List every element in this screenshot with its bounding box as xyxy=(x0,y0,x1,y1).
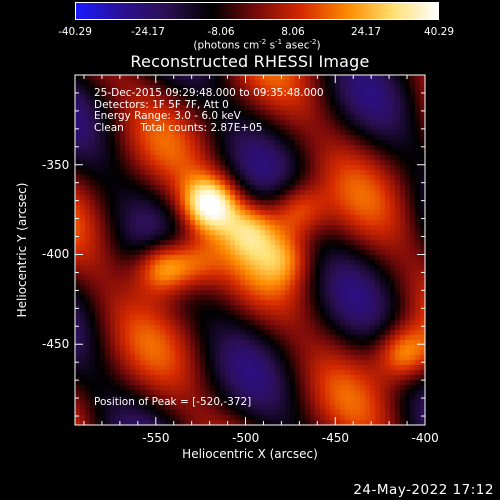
plot-frame xyxy=(74,74,426,426)
peak-position-label: Position of Peak = [-520,-372] xyxy=(94,396,252,408)
colorbar-tick-label: 8.06 xyxy=(281,26,305,38)
colorbar-tick-label: -24.17 xyxy=(131,26,165,38)
energy-range-label: Energy Range: 3.0 - 6.0 keV xyxy=(94,110,241,122)
y-axis-label: Heliocentric Y (arcsec) xyxy=(15,182,29,318)
colorbar-tick-label: 24.17 xyxy=(350,26,382,38)
x-tick-label: -500 xyxy=(232,431,260,445)
y-tick-label: -450 xyxy=(42,337,70,352)
colorbar-tick-label: -40.29 xyxy=(58,26,92,38)
colorbar-tick-label: -8.06 xyxy=(207,26,235,38)
x-tick-label: -550 xyxy=(142,431,170,445)
chart-title: Reconstructed RHESSI Image xyxy=(130,52,370,71)
x-axis-label: Heliocentric X (arcsec) xyxy=(182,447,318,461)
colorbar xyxy=(75,2,439,20)
colorbar-tick-label: 40.29 xyxy=(423,26,455,38)
y-tick-label: -350 xyxy=(42,157,70,172)
colorbar-units: (photons cm-2 s-1 asec-2) xyxy=(193,38,321,52)
heatmap-image xyxy=(75,75,425,425)
footer-date: 24-May-2022 17:12 xyxy=(353,482,494,498)
y-tick-label: -400 xyxy=(42,247,70,262)
x-tick-label: -450 xyxy=(321,431,349,445)
total-counts-label: Clean Total counts: 2.87E+05 xyxy=(94,121,263,134)
time-range-label: 25-Dec-2015 09:29:48.000 to 09:35:48.000 xyxy=(94,87,324,99)
x-tick-label: -400 xyxy=(411,431,439,445)
detectors-label: Detectors: 1F 5F 7F, Att 0 xyxy=(94,98,229,111)
plot-area xyxy=(75,75,425,425)
